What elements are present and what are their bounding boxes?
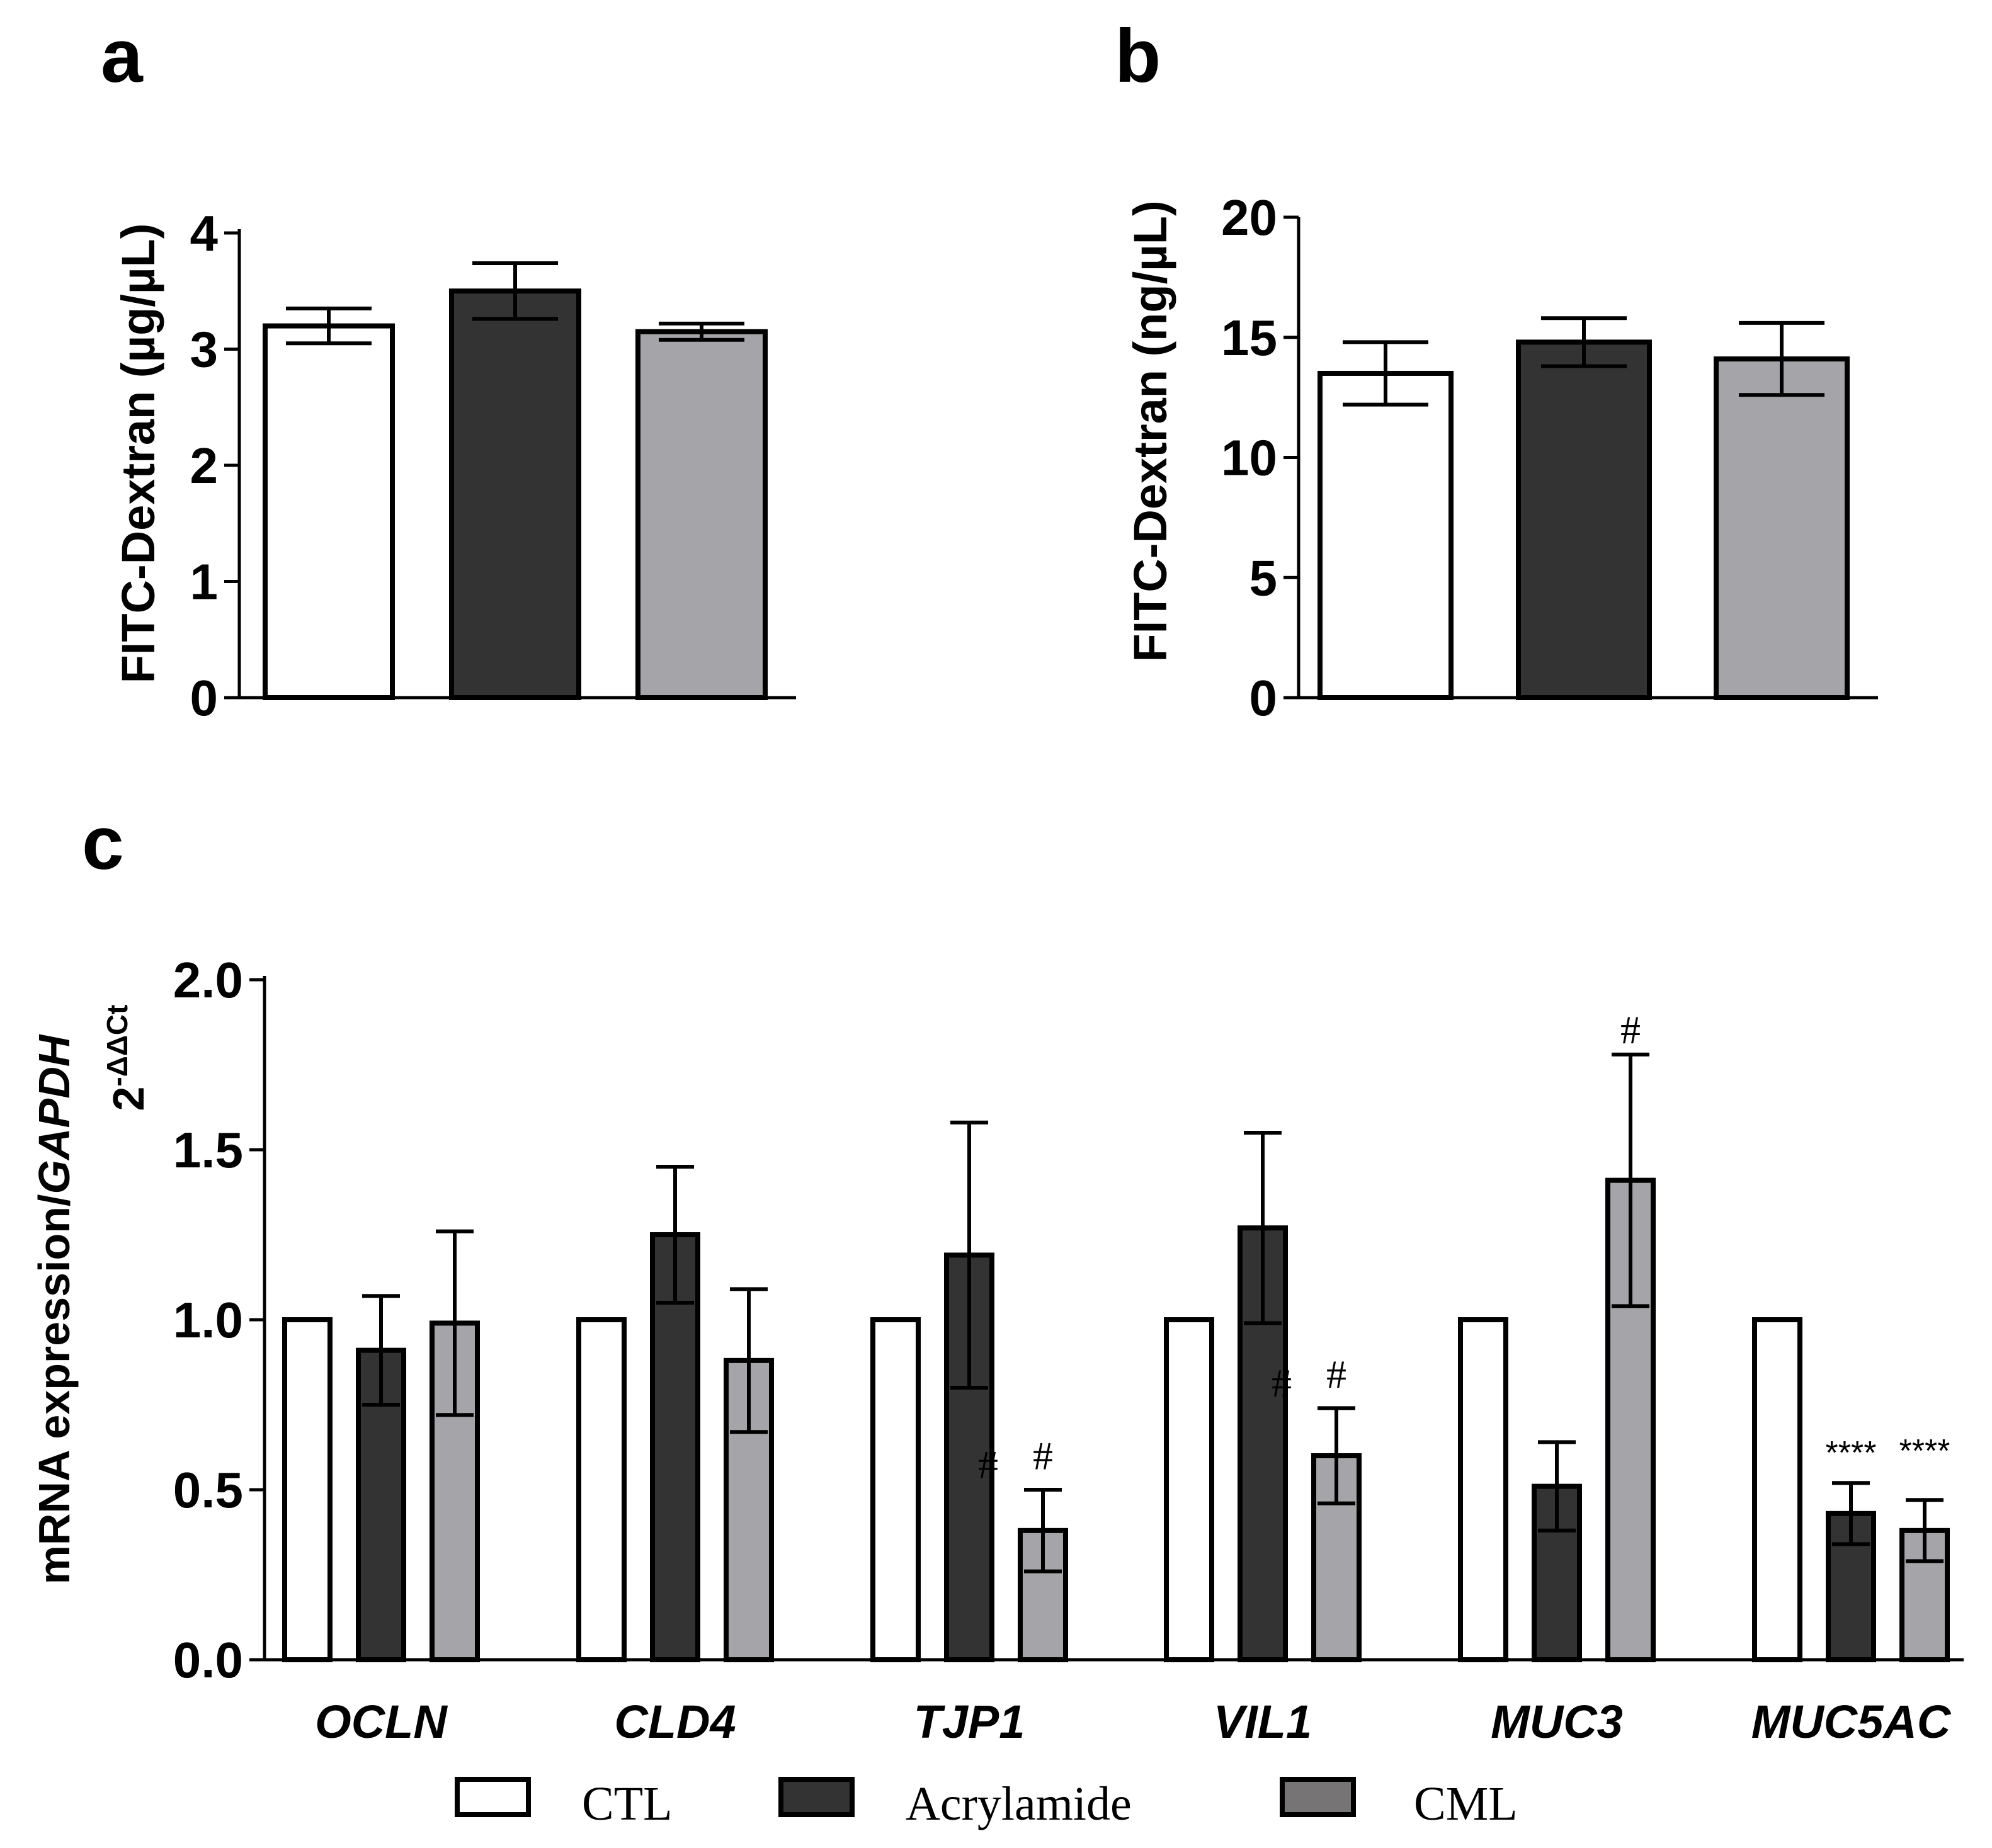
panel-a-y-tick-label: 3 xyxy=(190,322,219,378)
panel-b-chart: 0 5 10 15 20 FITC-Dextran (ng/µL) xyxy=(1124,190,1878,726)
panel-c-cld4-ctl-bar xyxy=(576,1317,627,1662)
panel-c-muc3-ctl-bar xyxy=(1458,1317,1508,1662)
panel-c-category-label: MUC3 xyxy=(1491,1696,1623,1748)
panel-c-y-title-gene: GAPDH xyxy=(30,1034,79,1194)
panel-c-category-label: MUC5AC xyxy=(1751,1696,1952,1748)
panel-label-c: c xyxy=(82,801,124,885)
panel-a-chart: 0 1 2 3 4 FITC-Dextran (µg/µL) xyxy=(112,205,796,726)
panel-a-bars xyxy=(263,261,768,700)
panel-b-bar-acrylamide xyxy=(1516,339,1652,700)
legend-swatch-cml xyxy=(1280,1777,1356,1817)
panel-b-bar-ctl xyxy=(1318,370,1454,700)
panel-a-bar-cml xyxy=(635,329,768,700)
panel-c-significance-marker: **** xyxy=(1826,1435,1877,1471)
panel-c-y-subtitle-base: 2 xyxy=(104,1087,153,1111)
panel-c-y-tick-label: 1.5 xyxy=(173,1122,243,1178)
legend-label-cml: CML xyxy=(1414,1777,1518,1830)
panel-c-y-title-main: mRNA expression/ xyxy=(30,1194,79,1584)
panel-label-a: a xyxy=(101,14,144,98)
panel-a-y-title: FITC-Dextran (µg/µL) xyxy=(112,224,164,684)
panel-c-significance-marker: **** xyxy=(1899,1433,1950,1470)
panel-c-y-subtitle-sup: -ΔΔCt xyxy=(101,1005,134,1087)
legend-label-ctl: CTL xyxy=(582,1777,673,1830)
panel-c-y-tick-label: 1.0 xyxy=(173,1292,243,1348)
panel-c-chart: 0.0 0.5 1.0 1.5 2.0 OCLN CLD4 TJP1 VIL1 MUC3 MUC5… xyxy=(30,952,1964,1748)
legend-label-acrylamide: Acrylamide xyxy=(906,1777,1132,1830)
panel-b-bar-cml xyxy=(1714,356,1850,700)
panel-b-y-tick-label: 0 xyxy=(1249,670,1278,726)
panel-label-b: b xyxy=(1115,14,1161,98)
legend-swatch-acrylamide xyxy=(778,1777,855,1817)
panel-b-y-title: FITC-Dextran (ng/µL) xyxy=(1124,200,1176,662)
panel-c-y-tick-label: 0.5 xyxy=(173,1462,243,1518)
panel-c-category-label: VIL1 xyxy=(1214,1696,1312,1748)
panel-b-y-ticks: 0 5 10 15 20 xyxy=(1221,190,1299,726)
legend-swatch-ctl xyxy=(455,1777,531,1817)
panel-c-category-label: TJP1 xyxy=(914,1696,1025,1748)
panel-c-significance-marker: # xyxy=(1326,1352,1346,1397)
panel-c-significance-marker: # xyxy=(1620,1007,1641,1052)
panel-c-y-ticks: 0.0 0.5 1.0 1.5 2.0 xyxy=(173,952,265,1688)
panel-c-category-labels: OCLN CLD4 TJP1 VIL1 MUC3 MUC5AC xyxy=(315,1696,1952,1748)
panel-a-y-tick-label: 2 xyxy=(190,438,219,494)
panel-c-category-label: CLD4 xyxy=(614,1696,736,1748)
panel-c-bars xyxy=(282,1052,1950,1663)
panel-b-y-tick-label: 10 xyxy=(1221,430,1277,486)
panel-b-bars xyxy=(1318,316,1850,700)
panel-c-significance-marker: # xyxy=(978,1443,998,1487)
panel-a-y-tick-label: 4 xyxy=(190,205,219,261)
panel-a-bar-acrylamide xyxy=(449,288,581,700)
panel-c-y-tick-label: 2.0 xyxy=(173,952,243,1008)
panel-c-annotations: # # # # # **** **** xyxy=(978,1007,1950,1487)
panel-c-y-title: mRNA expression/GAPDH xyxy=(30,1034,79,1584)
legend: CTL Acrylamide CML xyxy=(455,1777,1518,1830)
panel-c-y-subtitle: 2-ΔΔCt xyxy=(101,1005,153,1111)
panel-b-y-tick-label: 20 xyxy=(1221,190,1277,246)
panel-b-y-tick-label: 15 xyxy=(1221,310,1277,366)
panel-c-significance-marker: # xyxy=(1272,1361,1292,1405)
panel-c-tjp1-ctl-bar xyxy=(870,1317,921,1662)
panel-a-y-ticks: 0 1 2 3 4 xyxy=(190,205,239,726)
panel-a-y-tick-label: 1 xyxy=(190,554,219,610)
panel-c-significance-marker: # xyxy=(1033,1434,1053,1478)
panel-c-category-label: OCLN xyxy=(315,1696,448,1748)
panel-a-y-tick-label: 0 xyxy=(190,670,219,726)
panel-a-bar-ctl xyxy=(263,323,395,700)
panel-c-y-tick-label: 0.0 xyxy=(173,1632,243,1688)
panel-c-vil1-ctl-bar xyxy=(1164,1317,1214,1662)
panel-c-ocln-ctl-bar xyxy=(282,1317,333,1662)
panel-c-muc5ac-ctl-bar xyxy=(1752,1317,1802,1662)
panel-b-y-tick-label: 5 xyxy=(1249,550,1278,606)
